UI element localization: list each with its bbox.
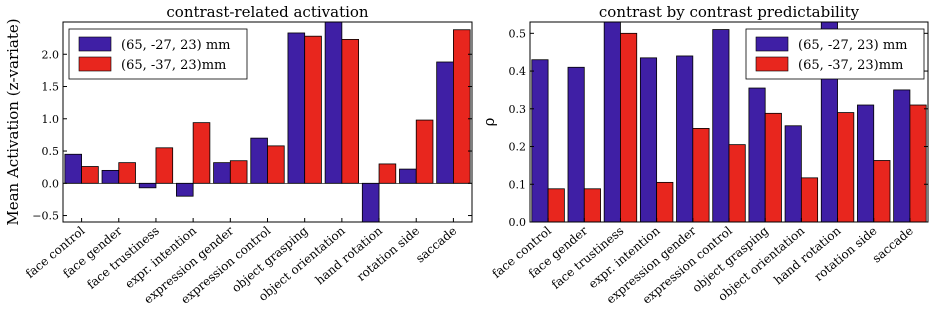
bar-series-2-3: [656, 181, 674, 223]
bar-series-1-5: [712, 29, 730, 223]
bar-series-2-0: [547, 188, 565, 223]
bar-series-2-7: [800, 177, 819, 223]
bar-series-2-8: [378, 163, 397, 184]
bar-series-2-2: [620, 32, 638, 223]
legend-label-2: (65, -37, 23)mm: [798, 58, 903, 73]
bar-series-2-9: [415, 119, 434, 184]
legend-swatch-1: [78, 36, 112, 52]
bar-series-2-5: [728, 144, 746, 223]
bar-series-1-6: [287, 32, 306, 184]
bar-series-1-7: [324, 21, 343, 184]
bar-series-2-1: [118, 162, 136, 184]
y-tick-label: 0.5: [42, 145, 60, 158]
y-tick-label: 1.0: [42, 113, 60, 126]
bar-series-2-8: [837, 112, 855, 223]
bar-series-2-6: [764, 112, 782, 223]
bar-series-2-10: [909, 104, 927, 223]
bar-series-2-1: [583, 188, 601, 223]
bar-series-2-2: [155, 147, 174, 184]
legend-label-1: (65, -27, 23) mm: [798, 38, 907, 53]
chart-contrast-predictability: contrast by contrast predictability ρ 0.0 0…: [480, 3, 929, 307]
bar-series-1-8: [361, 182, 380, 223]
chart-contrast-related-activation: contrast-related activation Mean Activati…: [4, 3, 473, 307]
bar-series-2-9: [873, 160, 891, 223]
x-tick-label: saccade: [870, 224, 916, 266]
bar-series-1-9: [399, 168, 417, 184]
y-tick-label: 0.4: [509, 65, 527, 78]
bar-series-1-4: [676, 55, 694, 223]
y-tick-label: −0.5: [32, 210, 59, 223]
bar-series-2-5: [267, 145, 285, 184]
legend-swatch-1: [755, 36, 789, 52]
y-tick-label: 0.0: [42, 177, 60, 190]
y-tick-label: 0.5: [509, 27, 527, 40]
bar-series-2-4: [229, 160, 248, 184]
bar-series-1-2: [138, 182, 157, 189]
legend-swatch-2: [755, 56, 789, 72]
chart-title: contrast by contrast predictability: [599, 3, 860, 21]
bar-series-1-0: [531, 59, 549, 223]
bar-series-1-10: [893, 89, 911, 223]
bar-series-1-4: [213, 162, 231, 184]
legend-label-1: (65, -27, 23) mm: [121, 38, 230, 53]
bar-series-2-7: [341, 39, 359, 184]
y-tick-label: 2.0: [42, 48, 60, 61]
bar-series-1-7: [784, 125, 802, 223]
bar-series-1-1: [101, 169, 120, 184]
bar-series-2-6: [304, 35, 322, 184]
y-tick-label: 1.5: [42, 81, 60, 94]
x-tick-label: saccade: [413, 224, 459, 266]
bar-series-2-0: [81, 166, 99, 184]
chart-title: contrast-related activation: [166, 3, 369, 21]
y-tick-label: 0.3: [509, 103, 527, 116]
bar-series-1-5: [250, 137, 268, 184]
bar-series-1-0: [64, 153, 82, 184]
y-tick-label: 0.2: [509, 141, 527, 154]
y-tick-label: 0.0: [509, 216, 527, 229]
bar-series-1-1: [567, 66, 585, 223]
bar-series-2-4: [692, 128, 710, 223]
bar-series-1-6: [748, 87, 766, 223]
bar-series-1-9: [857, 104, 875, 223]
legend-swatch-2: [78, 56, 112, 72]
bar-series-2-10: [453, 29, 471, 184]
bar-series-1-3: [639, 57, 658, 223]
bar-series-1-3: [176, 182, 194, 197]
y-tick-label: 0.1: [509, 178, 527, 191]
bar-series-1-2: [603, 21, 621, 223]
y-axis-label: ρ: [480, 117, 498, 126]
y-axis-label: Mean Activation (z-variate): [4, 18, 22, 225]
legend-label-2: (65, -37, 23)mm: [121, 58, 226, 73]
bar-series-1-10: [436, 61, 454, 184]
bar-series-2-3: [192, 122, 211, 184]
